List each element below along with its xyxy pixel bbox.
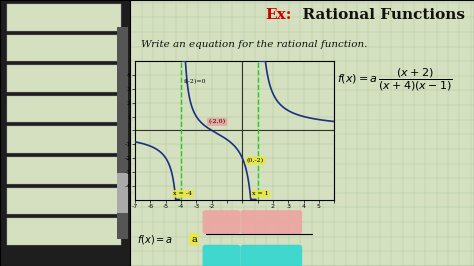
FancyBboxPatch shape (7, 157, 121, 184)
FancyBboxPatch shape (118, 173, 128, 213)
Text: $f(x)= a\,\dfrac{(x+2)}{(x+4)(x-1)}$: $f(x)= a\,\dfrac{(x+2)}{(x+4)(x-1)}$ (337, 66, 452, 93)
FancyBboxPatch shape (7, 126, 121, 153)
FancyBboxPatch shape (240, 245, 302, 266)
Text: f(-2)=0: f(-2)=0 (184, 79, 207, 84)
FancyBboxPatch shape (118, 27, 128, 239)
Text: x = 1: x = 1 (252, 191, 269, 196)
FancyBboxPatch shape (7, 35, 121, 61)
FancyBboxPatch shape (202, 210, 240, 234)
Text: (-2,0): (-2,0) (209, 119, 226, 124)
FancyBboxPatch shape (202, 245, 240, 266)
FancyBboxPatch shape (240, 210, 302, 234)
FancyBboxPatch shape (7, 96, 121, 122)
Text: Rational Functions: Rational Functions (292, 8, 465, 22)
FancyBboxPatch shape (7, 188, 121, 214)
Text: (0,-2): (0,-2) (247, 158, 264, 163)
Text: a: a (191, 235, 197, 244)
FancyBboxPatch shape (7, 218, 121, 245)
FancyBboxPatch shape (7, 65, 121, 92)
Text: $f(x) = a$: $f(x) = a$ (137, 233, 173, 246)
Text: Write an equation for the rational function.: Write an equation for the rational funct… (141, 40, 367, 49)
Text: x = -4: x = -4 (173, 191, 192, 196)
FancyBboxPatch shape (7, 4, 121, 31)
Text: Ex:: Ex: (265, 8, 292, 22)
